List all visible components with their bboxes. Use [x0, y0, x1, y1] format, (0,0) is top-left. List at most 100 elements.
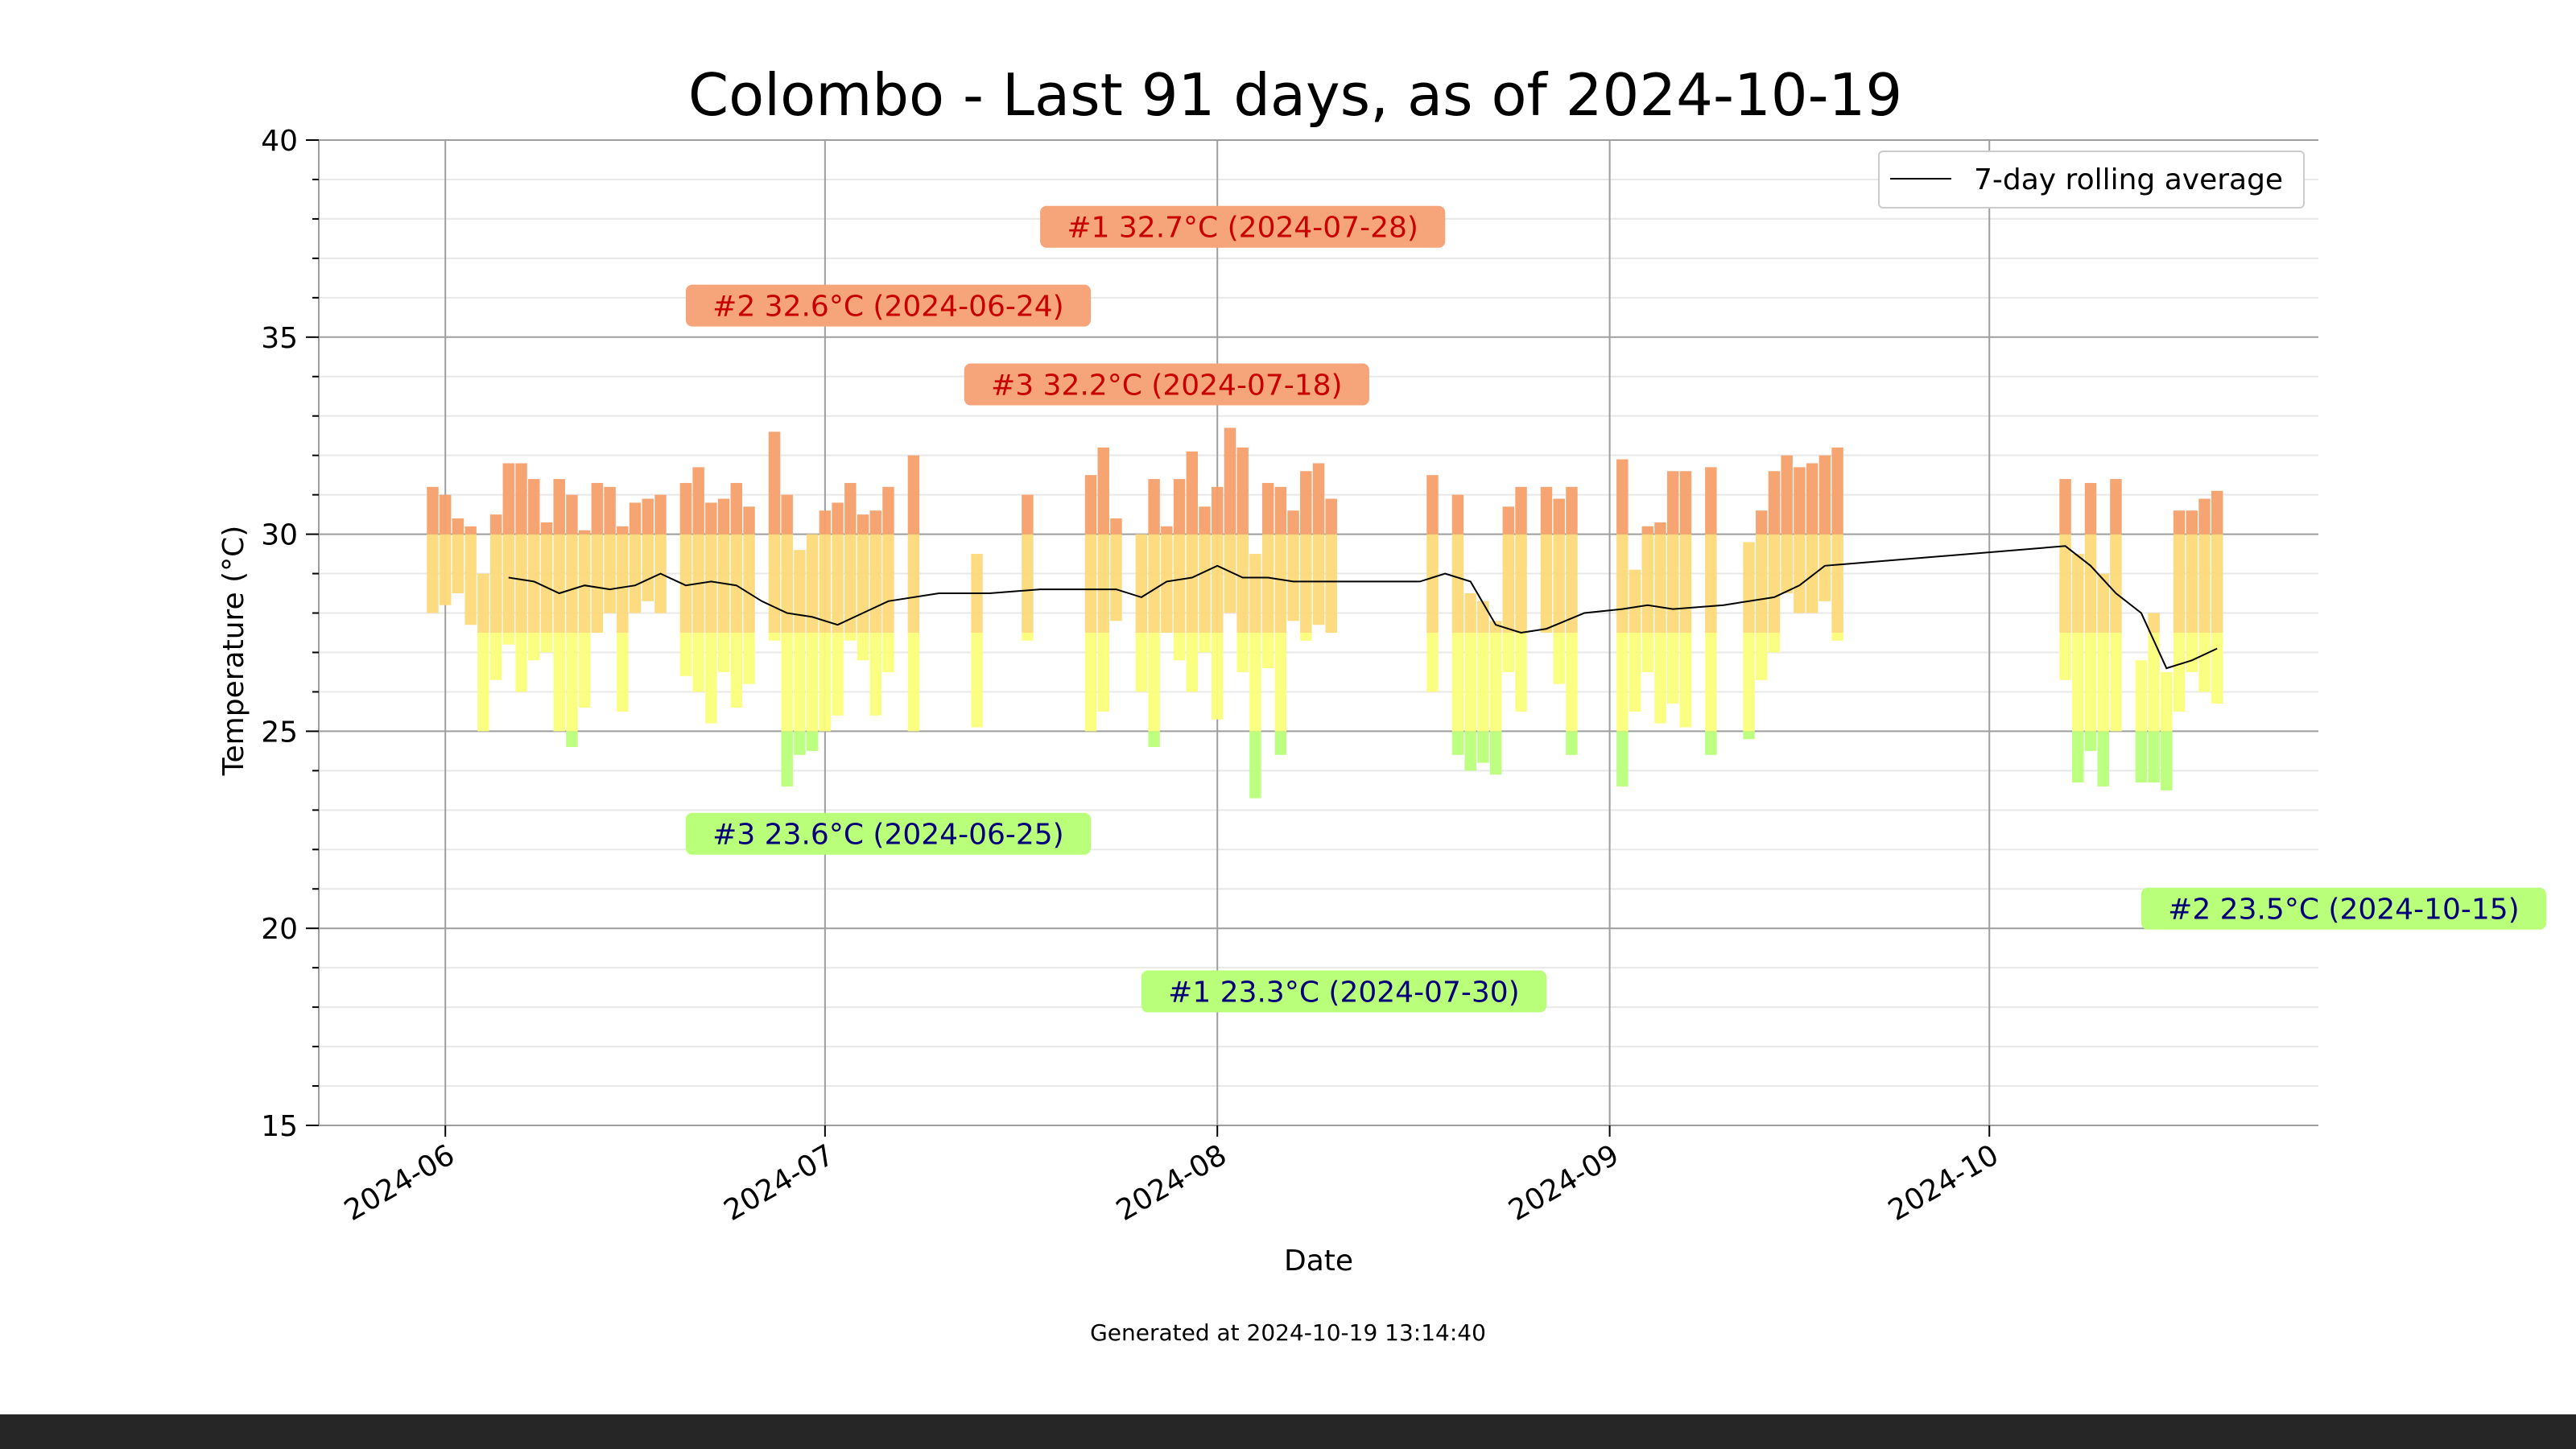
daily-bar [1756, 510, 1768, 680]
daily-bar [1426, 475, 1439, 692]
daily-bar-segment [566, 633, 578, 732]
daily-bar-segment [553, 633, 565, 732]
daily-bar [1654, 522, 1666, 724]
daily-bar [1249, 554, 1261, 799]
daily-bar-segment [1199, 534, 1211, 633]
x-axis-label: Date [1284, 1245, 1353, 1278]
legend-label: 7-day rolling average [1974, 163, 2283, 196]
daily-bar-segment [2173, 534, 2186, 633]
daily-bar-segment [1173, 534, 1186, 633]
daily-bar-segment [604, 534, 616, 613]
record-label-box [685, 812, 1092, 855]
daily-bar [1679, 471, 1692, 728]
daily-bar-segment [1186, 451, 1199, 535]
y-tick-label: 20 [261, 913, 298, 946]
daily-bar-segment [679, 534, 692, 633]
daily-bar-segment [452, 518, 464, 535]
daily-bar [2161, 671, 2173, 791]
daily-bar-segment [768, 431, 781, 535]
daily-bar [806, 534, 819, 751]
daily-bar [1148, 479, 1160, 747]
record-label-box [1040, 205, 1446, 248]
daily-bar-segment [1451, 633, 1464, 732]
daily-bar-segment [1451, 494, 1464, 535]
daily-bar-segment [2059, 633, 2071, 680]
daily-bar [553, 479, 565, 732]
daily-bar-segment [566, 731, 578, 747]
daily-bar-segment [1224, 427, 1236, 535]
record-label-box [685, 284, 1092, 327]
daily-bar-segment [1831, 633, 1843, 641]
record-label-text: #3 23.6°C (2024-06-25) [712, 819, 1064, 852]
daily-bar [515, 463, 527, 692]
daily-bar-segment [1654, 522, 1666, 535]
daily-bar-segment [2173, 633, 2186, 712]
daily-bar-segment [1022, 494, 1034, 535]
daily-bar-segment [2084, 731, 2097, 751]
daily-bar-segment [1743, 731, 1755, 740]
daily-bar-segment [1300, 471, 1312, 535]
daily-bar [654, 494, 667, 613]
daily-bar-segment [832, 502, 844, 535]
daily-bar [1084, 475, 1097, 732]
daily-bar-segment [819, 633, 832, 732]
daily-bar-segment [806, 633, 819, 732]
daily-bar-segment [781, 731, 793, 786]
daily-bar-segment [1312, 463, 1325, 535]
daily-bar [2072, 554, 2084, 783]
daily-bar [1794, 467, 1806, 613]
daily-bar [907, 455, 920, 732]
max-record-label: #2 32.6°C (2024-06-24) [685, 284, 1092, 327]
legend-box [1878, 151, 2305, 208]
min-record-label: #3 23.6°C (2024-06-25) [685, 812, 1092, 855]
daily-bar [679, 482, 692, 676]
daily-bar [1325, 498, 1337, 633]
daily-bar-segment [489, 534, 502, 633]
daily-bar-segment [1097, 633, 1109, 712]
daily-bar [1768, 471, 1781, 653]
daily-bar-segment [2211, 534, 2223, 633]
daily-bar-segment [1135, 534, 1148, 633]
daily-bar-segment [1426, 633, 1439, 692]
record-annotations: #1 32.7°C (2024-07-28) #2 32.6°C (2024-06… [685, 205, 2547, 1013]
daily-bar [730, 482, 743, 708]
record-label-text: #2 32.6°C (2024-06-24) [712, 291, 1064, 324]
daily-bar-segment [2186, 534, 2198, 633]
daily-bar-segment [832, 633, 844, 716]
daily-bar [1806, 463, 1818, 613]
daily-bar-segment [1666, 633, 1679, 704]
daily-bar-segment [692, 633, 704, 692]
daily-bar [439, 494, 452, 605]
daily-bar-segment [477, 633, 489, 732]
daily-bar [2059, 479, 2071, 680]
daily-bar [882, 486, 894, 672]
daily-bar [489, 514, 502, 680]
y-tick-label: 25 [261, 716, 298, 749]
daily-bar-segment [1022, 633, 1034, 641]
daily-bar-segment [1110, 518, 1122, 535]
daily-bar-segment [1654, 534, 1666, 633]
daily-bar-segment [819, 510, 832, 535]
daily-bar-segment [869, 534, 881, 633]
daily-bar-segment [857, 534, 869, 633]
daily-bar-segment [2161, 671, 2173, 732]
x-tick-label: 2024-07 [719, 1138, 840, 1228]
daily-bar [1135, 534, 1148, 692]
daily-bar-segment [1654, 633, 1666, 724]
daily-bar [629, 502, 642, 613]
daily-bar-segment [1261, 534, 1274, 633]
daily-bar-segment [439, 494, 452, 535]
daily-bar-segment [2148, 633, 2160, 732]
daily-bar [1199, 506, 1211, 653]
daily-bar-segment [1477, 633, 1489, 732]
daily-bar [743, 506, 755, 684]
daily-bar [604, 486, 616, 613]
daily-bar-segment [2110, 534, 2122, 633]
daily-bar-segment [528, 534, 540, 633]
daily-bar-segment [566, 494, 578, 535]
daily-bar-segment [1110, 534, 1122, 621]
daily-bar-segment [705, 502, 717, 535]
daily-bar-segment [1199, 506, 1211, 535]
daily-bar-segment [591, 482, 604, 535]
daily-bar-segment [1515, 486, 1527, 535]
